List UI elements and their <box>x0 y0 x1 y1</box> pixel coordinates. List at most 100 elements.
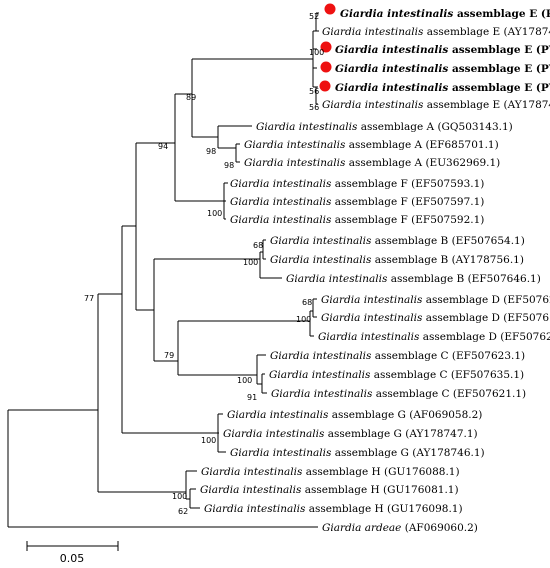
bootstrap-value: 79 <box>164 351 174 360</box>
bootstrap-value: 94 <box>158 142 168 151</box>
highlight-dot <box>324 3 336 15</box>
taxon-labels: Giardia intestinalis assemblage E (PV297… <box>200 8 550 534</box>
taxon-assemblage: assemblage F <box>331 214 407 226</box>
bootstrap-value: 62 <box>178 507 188 516</box>
taxon-label: Giardia intestinalis assemblage A (GQ503… <box>256 121 513 133</box>
taxon-accession: (AY178741.1) <box>500 26 550 38</box>
scale-bar: 0.05 <box>26 541 119 565</box>
taxon-species: Giardia intestinalis <box>270 235 372 247</box>
taxon-accession: (EF507646.1) <box>464 273 541 285</box>
taxon-species: Giardia intestinalis <box>335 63 448 75</box>
bootstrap-value: 52 <box>309 12 319 21</box>
taxon-label: Giardia intestinalis assemblage B (EF507… <box>286 273 541 285</box>
taxon-species: Giardia intestinalis <box>321 312 423 324</box>
bootstrap-value: 68 <box>302 298 312 307</box>
taxon-assemblage: assemblage H <box>305 503 383 515</box>
taxon-species: Giardia intestinalis <box>271 388 373 400</box>
bootstrap-value: 68 <box>253 241 263 250</box>
taxon-assemblage: assemblage F <box>331 178 407 190</box>
taxon-species: Giardia intestinalis <box>286 273 388 285</box>
taxon-label: Giardia intestinalis assemblage B (AY178… <box>270 254 524 266</box>
taxon-accession: (GU176081.1) <box>380 484 459 496</box>
taxon-accession: (AY178746.1) <box>409 447 485 459</box>
taxon-assemblage: assemblage D <box>422 294 500 306</box>
bootstrap-value: 100 <box>243 258 258 267</box>
scale-bar-label: 0.05 <box>60 552 85 565</box>
taxon-species: Giardia intestinalis <box>322 26 424 38</box>
taxon-species: Giardia intestinalis <box>340 8 453 20</box>
taxon-accession: (EF507629.1) <box>497 331 550 343</box>
taxon-accession: (PV297771) <box>532 63 550 75</box>
bootstrap-value: 98 <box>224 161 234 170</box>
taxon-species: Giardia intestinalis <box>204 503 306 515</box>
taxon-species: Giardia intestinalis <box>321 294 423 306</box>
taxon-label: Giardia intestinalis assemblage G (AY178… <box>223 428 478 440</box>
bootstrap-value: 77 <box>84 294 94 303</box>
taxon-accession: (EF507592.1) <box>408 214 485 226</box>
taxon-assemblage: assemblage G <box>324 428 402 440</box>
taxon-label: Giardia intestinalis assemblage D (EF507… <box>321 312 550 324</box>
taxon-label: Giardia intestinalis assemblage E (AY178… <box>322 99 550 111</box>
bootstrap-value: 56 <box>309 87 319 96</box>
taxon-assemblage: assemblage A <box>357 121 434 133</box>
taxon-species: Giardia intestinalis <box>201 466 303 478</box>
taxon-species: Giardia intestinalis <box>230 214 332 226</box>
taxon-label: Giardia intestinalis assemblage H (GU176… <box>200 484 459 496</box>
bootstrap-value: 100 <box>237 376 252 385</box>
bootstrap-value: 100 <box>296 315 311 324</box>
highlight-dot <box>320 41 332 53</box>
taxon-species: Giardia intestinalis <box>335 44 448 56</box>
taxon-assemblage: assemblage E <box>423 26 500 38</box>
taxon-label: Giardia intestinalis assemblage E (AY178… <box>322 26 550 38</box>
taxon-accession: (EF507654.1) <box>448 235 525 247</box>
taxon-accession: (EU362969.1) <box>422 157 500 169</box>
taxon-label: Giardia intestinalis assemblage B (EF507… <box>270 235 525 247</box>
taxon-species: Giardia intestinalis <box>244 139 346 151</box>
taxon-species: Giardia intestinalis <box>230 447 332 459</box>
taxon-label: Giardia intestinalis assemblage C (EF507… <box>269 369 524 381</box>
taxon-assemblage: assemblage A <box>345 139 422 151</box>
taxon-label: Giardia intestinalis assemblage C (EF507… <box>270 350 525 362</box>
taxon-species: Giardia intestinalis <box>335 82 448 94</box>
taxon-assemblage: assemblage E <box>423 99 500 111</box>
highlight-markers <box>319 3 336 92</box>
taxon-label: Giardia intestinalis assemblage F (EF507… <box>230 178 484 190</box>
bootstrap-value: 100 <box>201 436 216 445</box>
taxon-label: Giardia intestinalis assemblage H (GU176… <box>201 466 460 478</box>
highlight-dot <box>320 61 332 73</box>
taxon-accession: (AY178747.1) <box>402 428 478 440</box>
taxon-assemblage: assemblage B <box>387 273 464 285</box>
highlight-dot <box>319 80 331 92</box>
taxon-assemblage: assemblage C <box>372 388 449 400</box>
taxon-species: Giardia intestinalis <box>227 409 329 421</box>
tree-branches <box>7 12 319 528</box>
taxon-assemblage: assemblage E <box>453 8 537 20</box>
taxon-accession: (AY178756.1) <box>448 254 524 266</box>
taxon-species: Giardia intestinalis <box>244 157 346 169</box>
bootstrap-value: 91 <box>247 393 257 402</box>
taxon-assemblage: assemblage E <box>448 63 532 75</box>
bootstrap-value: 100 <box>309 48 324 57</box>
taxon-accession: (PV297770) <box>532 44 550 56</box>
taxon-label: Giardia intestinalis assemblage A (EU362… <box>244 157 500 169</box>
taxon-assemblage: assemblage A <box>345 157 422 169</box>
taxon-accession: (AF069060.2) <box>401 522 478 534</box>
taxon-species: Giardia intestinalis <box>256 121 358 133</box>
taxon-label: Giardia intestinalis assemblage E (PV297… <box>340 8 550 20</box>
taxon-label: Giardia ardeae (AF069060.2) <box>322 522 478 534</box>
taxon-accession: (EF507614.1) <box>500 312 550 324</box>
taxon-label: Giardia intestinalis assemblage F (EF507… <box>230 196 484 208</box>
taxon-accession: (GQ503143.1) <box>434 121 513 133</box>
taxon-accession: (GU176098.1) <box>384 503 463 515</box>
taxon-assemblage: assemblage G <box>328 409 406 421</box>
taxon-species: Giardia intestinalis <box>269 369 371 381</box>
taxon-accession: (EF685701.1) <box>422 139 499 151</box>
taxon-species: Giardia ardeae <box>322 522 401 534</box>
bootstrap-values: 52 100 56 56 89 98 98 94 100 68 100 68 100 79 100 91 77 1… <box>84 12 324 516</box>
taxon-assemblage: assemblage C <box>370 369 447 381</box>
taxon-label: Giardia intestinalis assemblage C (EF507… <box>271 388 526 400</box>
taxon-label: Giardia intestinalis assemblage G (AY178… <box>230 447 485 459</box>
taxon-species: Giardia intestinalis <box>230 196 332 208</box>
taxon-assemblage: assemblage D <box>422 312 500 324</box>
